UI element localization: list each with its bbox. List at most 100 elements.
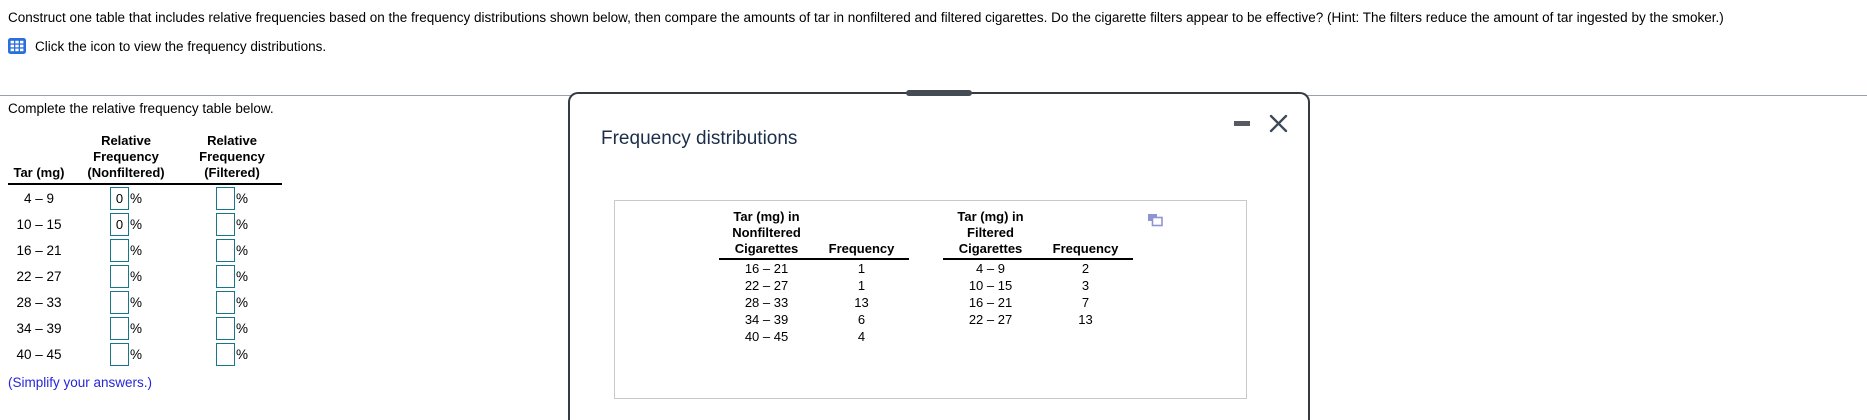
table-row: 22 – 27 13 [943,311,1133,328]
percent-sign: % [129,190,142,206]
nonfiltered-frequency-header: Frequency [828,241,895,256]
dialog-controls [1233,112,1290,135]
percent-sign: % [235,216,248,232]
nonfiltered-percent-input[interactable] [109,316,129,340]
nonfiltered-percent-input[interactable] [109,342,129,366]
filtered-tar-header: Tar (mg) in Filtered Cigarettes [957,209,1024,256]
nonfiltered-column-header: Relative Frequency (Nonfiltered) [87,133,165,180]
nonfiltered-tar-header: Tar (mg) in Nonfiltered Cigarettes [732,209,801,256]
relative-frequency-row: 34 – 39 % % [8,315,282,341]
relative-frequency-row: 40 – 45 % % [8,341,282,367]
copy-icon[interactable] [1147,213,1163,227]
frequency-value: 3 [1081,278,1090,293]
filtered-column-header: Relative Frequency (Filtered) [199,133,265,180]
percent-sign: % [129,242,142,258]
nonfiltered-percent-input[interactable] [109,290,129,314]
percent-sign: % [129,320,142,336]
question-area: Construct one table that includes relati… [0,0,1867,54]
percent-sign: % [235,242,248,258]
filtered-frequency-table: Tar (mg) in Filtered Cigarettes Frequenc… [943,209,1133,345]
filtered-table-header: Tar (mg) in Filtered Cigarettes Frequenc… [943,209,1133,260]
filtered-percent-input[interactable] [215,186,235,210]
tar-range-label: 34 – 39 [16,320,62,336]
question-text: Construct one table that includes relati… [8,10,1724,25]
close-button[interactable] [1267,112,1290,135]
tar-range-value: 4 – 9 [976,261,1005,276]
relative-frequency-row: 4 – 9 % % [8,185,282,211]
filtered-percent-input[interactable] [215,342,235,366]
table-row: 10 – 15 3 [943,277,1133,294]
frequency-value: 4 [857,329,866,344]
filtered-percent-input[interactable] [215,212,235,236]
nonfiltered-percent-input[interactable] [109,264,129,288]
frequency-value: 7 [1081,295,1090,310]
minimize-icon [1234,121,1250,126]
tar-range-value: 16 – 21 [968,295,1013,310]
tar-column-header: Tar (mg) [13,165,65,180]
nonfiltered-percent-input[interactable] [109,212,129,236]
tar-range-value: 34 – 39 [744,312,789,327]
relative-frequency-table: Tar (mg) Relative Frequency (Nonfiltered… [8,133,282,367]
table-row: 34 – 39 6 [719,311,909,328]
filtered-percent-input[interactable] [215,264,235,288]
tar-range-label: 28 – 33 [16,294,62,310]
dialog-drag-handle[interactable] [906,90,972,96]
tar-range-value: 28 – 33 [744,295,789,310]
tar-range-label: 10 – 15 [16,216,62,232]
simplify-note: (Simplify your answers.) [8,375,153,390]
tar-range-value: 10 – 15 [968,278,1013,293]
frequency-value: 13 [854,295,869,310]
nonfiltered-percent-input[interactable] [109,186,129,210]
percent-sign: % [129,216,142,232]
frequency-table-icon[interactable] [8,38,26,54]
filtered-percent-input[interactable] [215,238,235,262]
percent-sign: % [129,346,142,362]
nonfiltered-frequency-table: Tar (mg) in Nonfiltered Cigarettes Frequ… [719,209,909,345]
table-row: 28 – 33 13 [719,294,909,311]
percent-sign: % [235,346,248,362]
nonfiltered-table-header: Tar (mg) in Nonfiltered Cigarettes Frequ… [719,209,909,260]
relative-frequency-table-header: Tar (mg) Relative Frequency (Nonfiltered… [8,133,282,185]
percent-sign: % [235,320,248,336]
frequency-value: 6 [857,312,866,327]
nonfiltered-percent-input[interactable] [109,238,129,262]
percent-sign: % [129,268,142,284]
table-row: 40 – 45 4 [719,328,909,345]
view-distributions-text: Click the icon to view the frequency dis… [35,38,327,54]
relative-frequency-row: 28 – 33 % % [8,289,282,315]
frequency-value: 13 [1078,312,1093,327]
frequency-value: 2 [1081,261,1090,276]
frequency-tables: Tar (mg) in Nonfiltered Cigarettes Frequ… [615,201,1246,345]
answer-prompt: Complete the relative frequency table be… [8,101,274,116]
table-row: 16 – 21 7 [943,294,1133,311]
relative-frequency-row: 10 – 15 % % [8,211,282,237]
percent-sign: % [129,294,142,310]
minimize-button[interactable] [1233,114,1251,134]
frequency-value: 1 [857,278,866,293]
answer-panel: Complete the relative frequency table be… [8,100,308,390]
tar-range-value: 22 – 27 [968,312,1013,327]
tar-range-label: 4 – 9 [23,190,55,206]
table-row: 22 – 27 1 [719,277,909,294]
relative-frequency-row: 22 – 27 % % [8,263,282,289]
tar-range-value: 40 – 45 [744,329,789,344]
dialog-title: Frequency distributions [601,128,798,149]
table-row: 16 – 21 1 [719,260,909,277]
percent-sign: % [235,190,248,206]
filtered-frequency-header: Frequency [1052,241,1119,256]
filtered-percent-input[interactable] [215,316,235,340]
frequency-value: 1 [857,261,866,276]
percent-sign: % [235,268,248,284]
filtered-percent-input[interactable] [215,290,235,314]
distributions-content-box: Tar (mg) in Nonfiltered Cigarettes Frequ… [614,200,1247,399]
tar-range-value: 16 – 21 [744,261,789,276]
tar-range-label: 16 – 21 [16,242,62,258]
percent-sign: % [235,294,248,310]
table-row: 4 – 9 2 [943,260,1133,277]
frequency-distributions-dialog: Frequency distributions Tar (mg) in Nonf… [568,90,1310,420]
tar-range-label: 40 – 45 [16,346,62,362]
tar-range-label: 22 – 27 [16,268,62,284]
relative-frequency-row: 16 – 21 % % [8,237,282,263]
close-icon [1269,114,1288,133]
